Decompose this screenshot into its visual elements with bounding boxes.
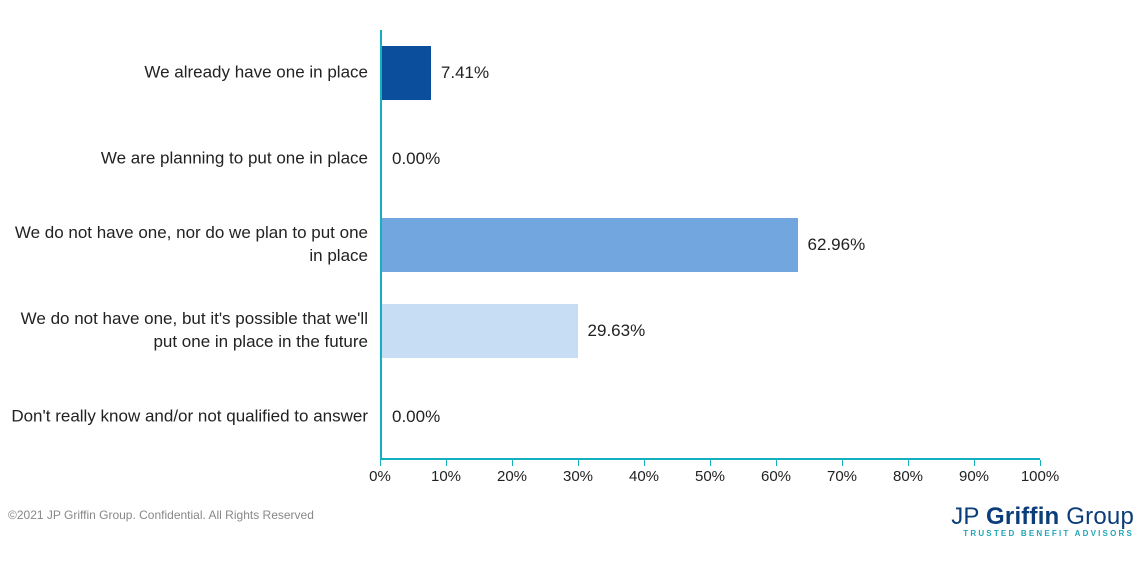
x-tick <box>842 460 843 466</box>
bar <box>382 46 431 100</box>
value-label: 62.96% <box>808 235 866 255</box>
x-tick <box>512 460 513 466</box>
chart-container: 0% 10% 20% 30% 40% 50% 60% 70% 80% 90% 100% We alr… <box>0 0 1148 562</box>
x-tick <box>578 460 579 466</box>
brand-logo: JP Griffin Group TRUSTED BENEFIT ADVISOR… <box>951 503 1134 538</box>
value-label: 0.00% <box>392 407 440 427</box>
logo-tagline: TRUSTED BENEFIT ADVISORS <box>951 529 1134 538</box>
category-label: We do not have one, but it's possible th… <box>8 308 368 354</box>
x-tick-label: 30% <box>563 468 593 485</box>
bar <box>382 304 578 358</box>
value-label: 29.63% <box>588 321 646 341</box>
category-label: We are planning to put one in place <box>8 148 368 171</box>
logo-prefix: JP <box>951 503 986 530</box>
x-tick <box>974 460 975 466</box>
x-tick-label: 80% <box>893 468 923 485</box>
value-label: 7.41% <box>441 63 489 83</box>
chart-row: We do not have one, but it's possible th… <box>380 288 1040 374</box>
category-label: We do not have one, nor do we plan to pu… <box>8 222 368 268</box>
chart-row: Don't really know and/or not qualified t… <box>380 374 1040 460</box>
chart-row: We already have one in place7.41% <box>380 30 1040 116</box>
x-tick <box>1040 460 1041 466</box>
x-tick-label: 90% <box>959 468 989 485</box>
x-tick-label: 10% <box>431 468 461 485</box>
logo-main: Griffin <box>986 503 1059 530</box>
x-tick-label: 20% <box>497 468 527 485</box>
x-tick <box>644 460 645 466</box>
plot-area: 0%10%20%30%40%50%60%70%80%90%100% We alr… <box>380 30 1040 460</box>
x-tick <box>446 460 447 466</box>
chart-row: We do not have one, nor do we plan to pu… <box>380 202 1040 288</box>
x-tick-label: 100% <box>1021 468 1059 485</box>
bar <box>382 218 798 272</box>
chart-row: We are planning to put one in place0.00% <box>380 116 1040 202</box>
x-tick <box>380 460 381 466</box>
x-tick <box>776 460 777 466</box>
copyright-text: ©2021 JP Griffin Group. Confidential. Al… <box>8 508 314 522</box>
x-tick-label: 50% <box>695 468 725 485</box>
x-tick-label: 0% <box>369 468 391 485</box>
x-tick-label: 60% <box>761 468 791 485</box>
category-label: We already have one in place <box>8 62 368 85</box>
value-label: 0.00% <box>392 149 440 169</box>
logo-suffix: Group <box>1059 503 1134 530</box>
logo-title: JP Griffin Group <box>951 503 1134 531</box>
x-tick <box>710 460 711 466</box>
category-label: Don't really know and/or not qualified t… <box>8 406 368 429</box>
x-tick <box>908 460 909 466</box>
x-tick-label: 40% <box>629 468 659 485</box>
x-tick-label: 70% <box>827 468 857 485</box>
